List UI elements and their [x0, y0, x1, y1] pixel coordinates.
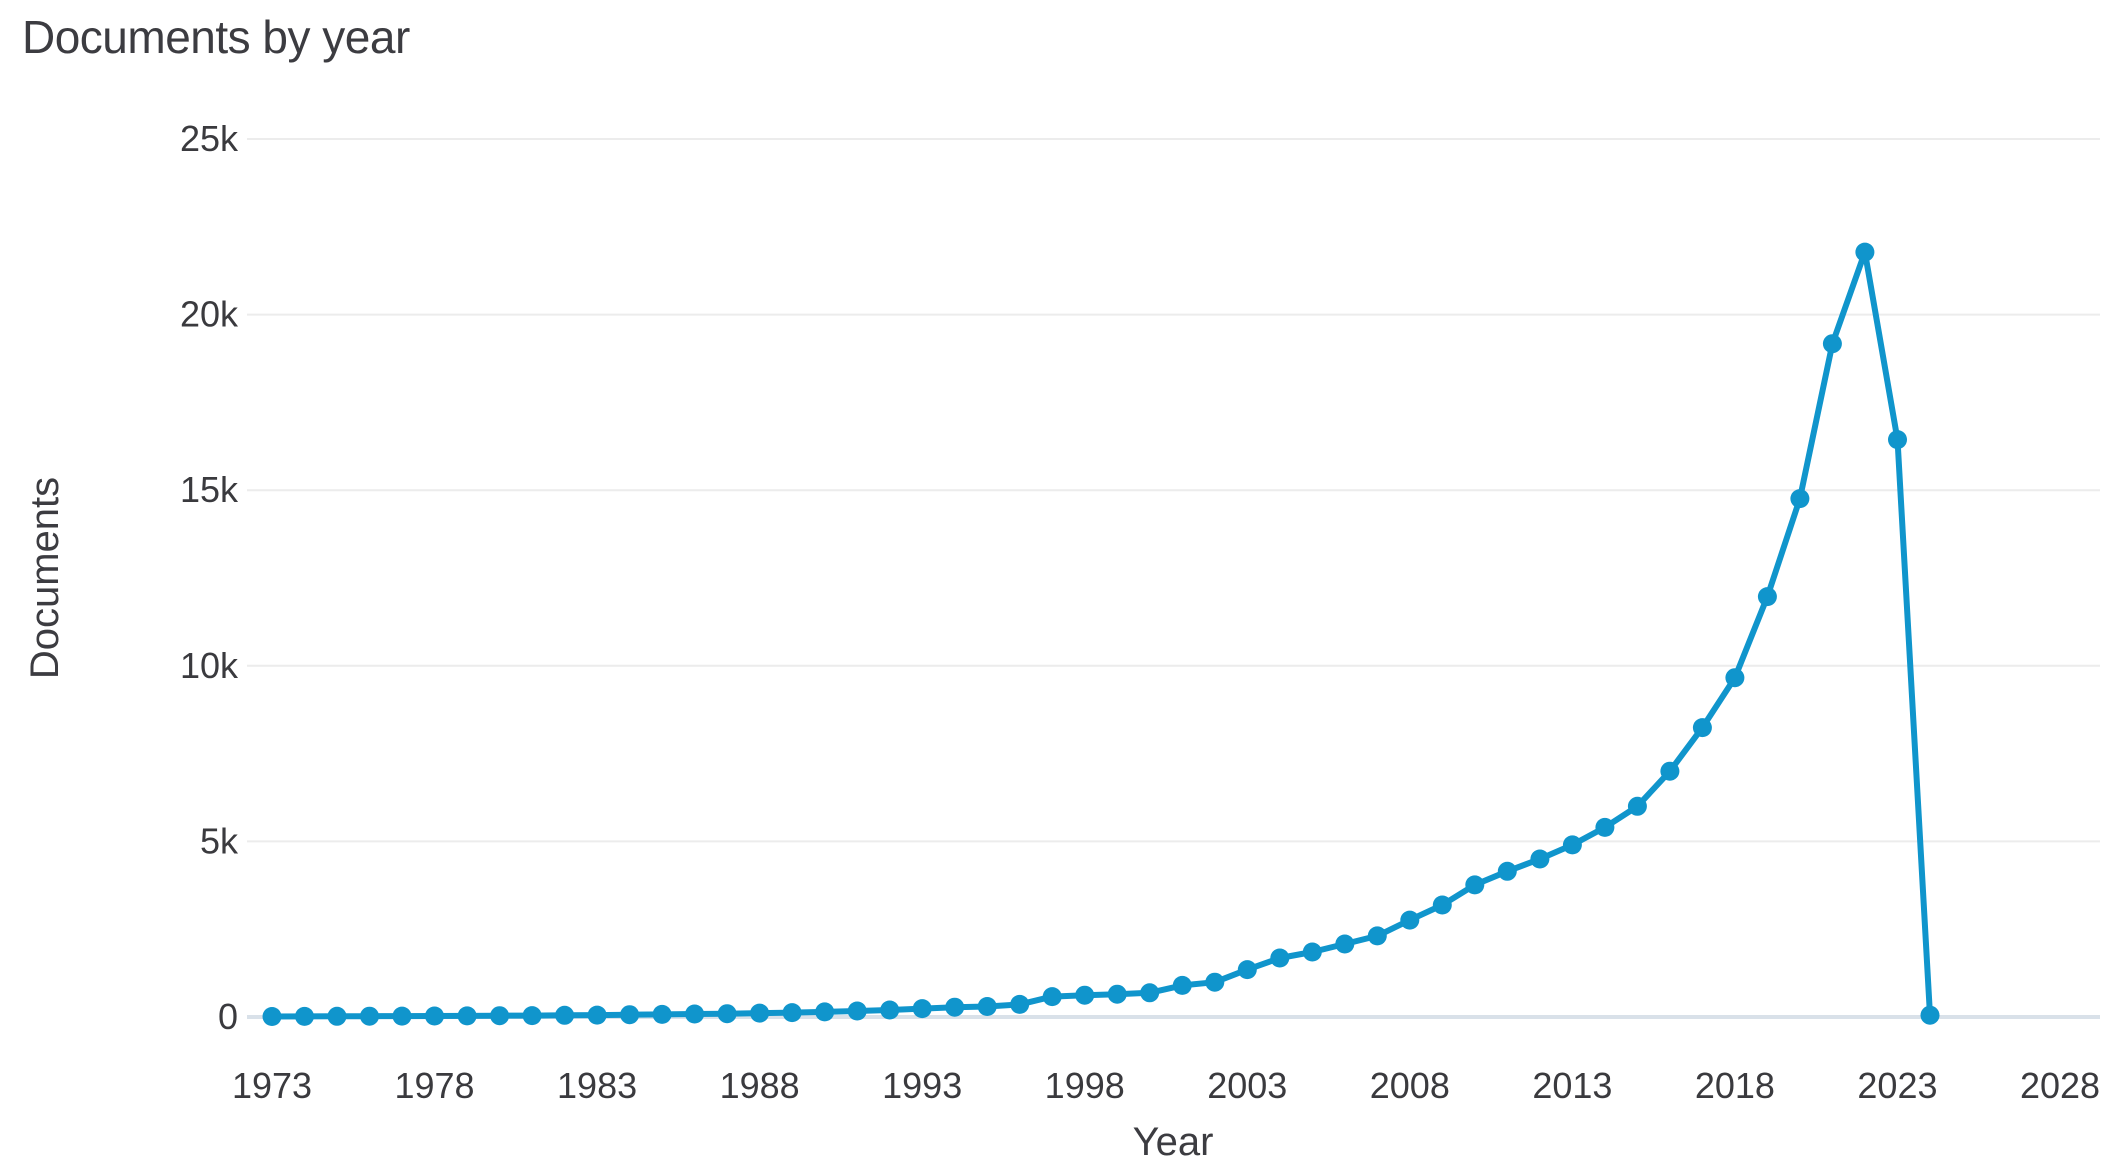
x-axis-title: Year — [1133, 1120, 1214, 1164]
x-tick-label-1988: 1988 — [720, 1065, 800, 1106]
data-point-2008[interactable] — [1400, 910, 1420, 930]
data-point-1977[interactable] — [392, 1006, 412, 1026]
data-point-2011[interactable] — [1497, 861, 1517, 881]
y-tick-label-5k: 5k — [200, 820, 239, 861]
data-point-2004[interactable] — [1270, 948, 1290, 968]
data-point-2016[interactable] — [1660, 761, 1680, 781]
y-tick-label-0: 0 — [218, 996, 238, 1037]
data-point-2003[interactable] — [1237, 960, 1257, 980]
data-point-2001[interactable] — [1172, 975, 1192, 995]
data-point-1984[interactable] — [620, 1005, 640, 1025]
data-point-1976[interactable] — [360, 1006, 379, 1026]
data-point-1980[interactable] — [490, 1006, 510, 1026]
data-point-2000[interactable] — [1140, 983, 1160, 1003]
x-tick-label-2008: 2008 — [1370, 1065, 1450, 1106]
chart-title: Documents by year — [22, 11, 410, 63]
data-point-1993[interactable] — [912, 999, 932, 1019]
y-tick-label-20k: 20k — [180, 294, 239, 335]
data-point-2020[interactable] — [1790, 489, 1810, 509]
data-point-1998[interactable] — [1075, 985, 1095, 1005]
data-point-2019[interactable] — [1757, 587, 1777, 607]
x-tick-label-2023: 2023 — [1857, 1065, 1937, 1106]
data-point-1982[interactable] — [555, 1005, 575, 1025]
data-point-1979[interactable] — [457, 1006, 477, 1026]
y-axis-tick-labels: 0 5k 10k 15k 20k 25k — [180, 118, 239, 1037]
x-tick-label-2028: 2028 — [2020, 1065, 2100, 1106]
data-point-1999[interactable] — [1107, 984, 1127, 1004]
data-point-2017[interactable] — [1692, 718, 1712, 738]
data-point-1997[interactable] — [1042, 987, 1062, 1007]
data-point-2015[interactable] — [1627, 796, 1647, 816]
data-point-1987[interactable] — [717, 1004, 737, 1024]
gridlines-group — [247, 138, 2100, 1019]
y-tick-label-15k: 15k — [180, 469, 239, 510]
y-tick-label-10k: 10k — [180, 645, 239, 686]
data-point-1992[interactable] — [880, 1000, 900, 1020]
data-point-1996[interactable] — [1010, 994, 1030, 1014]
x-axis-tick-labels: 1973 1978 1983 1988 1993 1998 2003 2008 2013 2018… — [232, 1065, 2100, 1106]
data-point-1985[interactable] — [652, 1004, 672, 1024]
data-point-2013[interactable] — [1562, 835, 1582, 855]
data-point-1981[interactable] — [522, 1006, 542, 1026]
y-tick-label-25k: 25k — [180, 118, 239, 159]
data-point-2024[interactable] — [1920, 1005, 1940, 1025]
x-tick-label-1978: 1978 — [394, 1065, 474, 1106]
data-point-2014[interactable] — [1595, 817, 1615, 837]
series-line — [269, 249, 1933, 1020]
data-point-1991[interactable] — [847, 1001, 867, 1021]
data-point-2006[interactable] — [1335, 934, 1355, 954]
data-point-1988[interactable] — [750, 1003, 770, 1023]
x-tick-label-1993: 1993 — [882, 1065, 962, 1106]
data-point-1983[interactable] — [587, 1005, 607, 1025]
data-point-2007[interactable] — [1367, 926, 1387, 946]
data-point-2010[interactable] — [1465, 875, 1485, 895]
series-group — [262, 242, 1940, 1026]
x-tick-label-1998: 1998 — [1045, 1065, 1125, 1106]
data-point-2021[interactable] — [1822, 334, 1842, 354]
data-point-1995[interactable] — [977, 997, 997, 1016]
data-point-1978[interactable] — [425, 1006, 444, 1026]
y-axis-title: Documents — [23, 477, 67, 679]
data-point-1989[interactable] — [782, 1003, 802, 1023]
data-point-2002[interactable] — [1205, 972, 1225, 992]
data-point-1986[interactable] — [685, 1004, 705, 1024]
data-point-2023[interactable] — [1888, 430, 1907, 450]
data-point-2022[interactable] — [1855, 242, 1875, 262]
data-point-1974[interactable] — [295, 1006, 314, 1026]
x-tick-label-2018: 2018 — [1695, 1065, 1775, 1106]
data-point-2005[interactable] — [1302, 942, 1322, 962]
x-tick-label-2003: 2003 — [1207, 1065, 1287, 1106]
data-point-1990[interactable] — [815, 1002, 835, 1022]
data-point-1975[interactable] — [327, 1006, 347, 1026]
data-point-1994[interactable] — [945, 997, 965, 1017]
x-tick-label-1973: 1973 — [232, 1065, 312, 1106]
x-tick-label-1983: 1983 — [557, 1065, 637, 1106]
data-point-1973[interactable] — [262, 1007, 282, 1026]
x-tick-label-2013: 2013 — [1532, 1065, 1612, 1106]
data-point-2018[interactable] — [1725, 668, 1745, 688]
data-point-2012[interactable] — [1530, 849, 1550, 869]
data-point-2009[interactable] — [1432, 895, 1452, 915]
